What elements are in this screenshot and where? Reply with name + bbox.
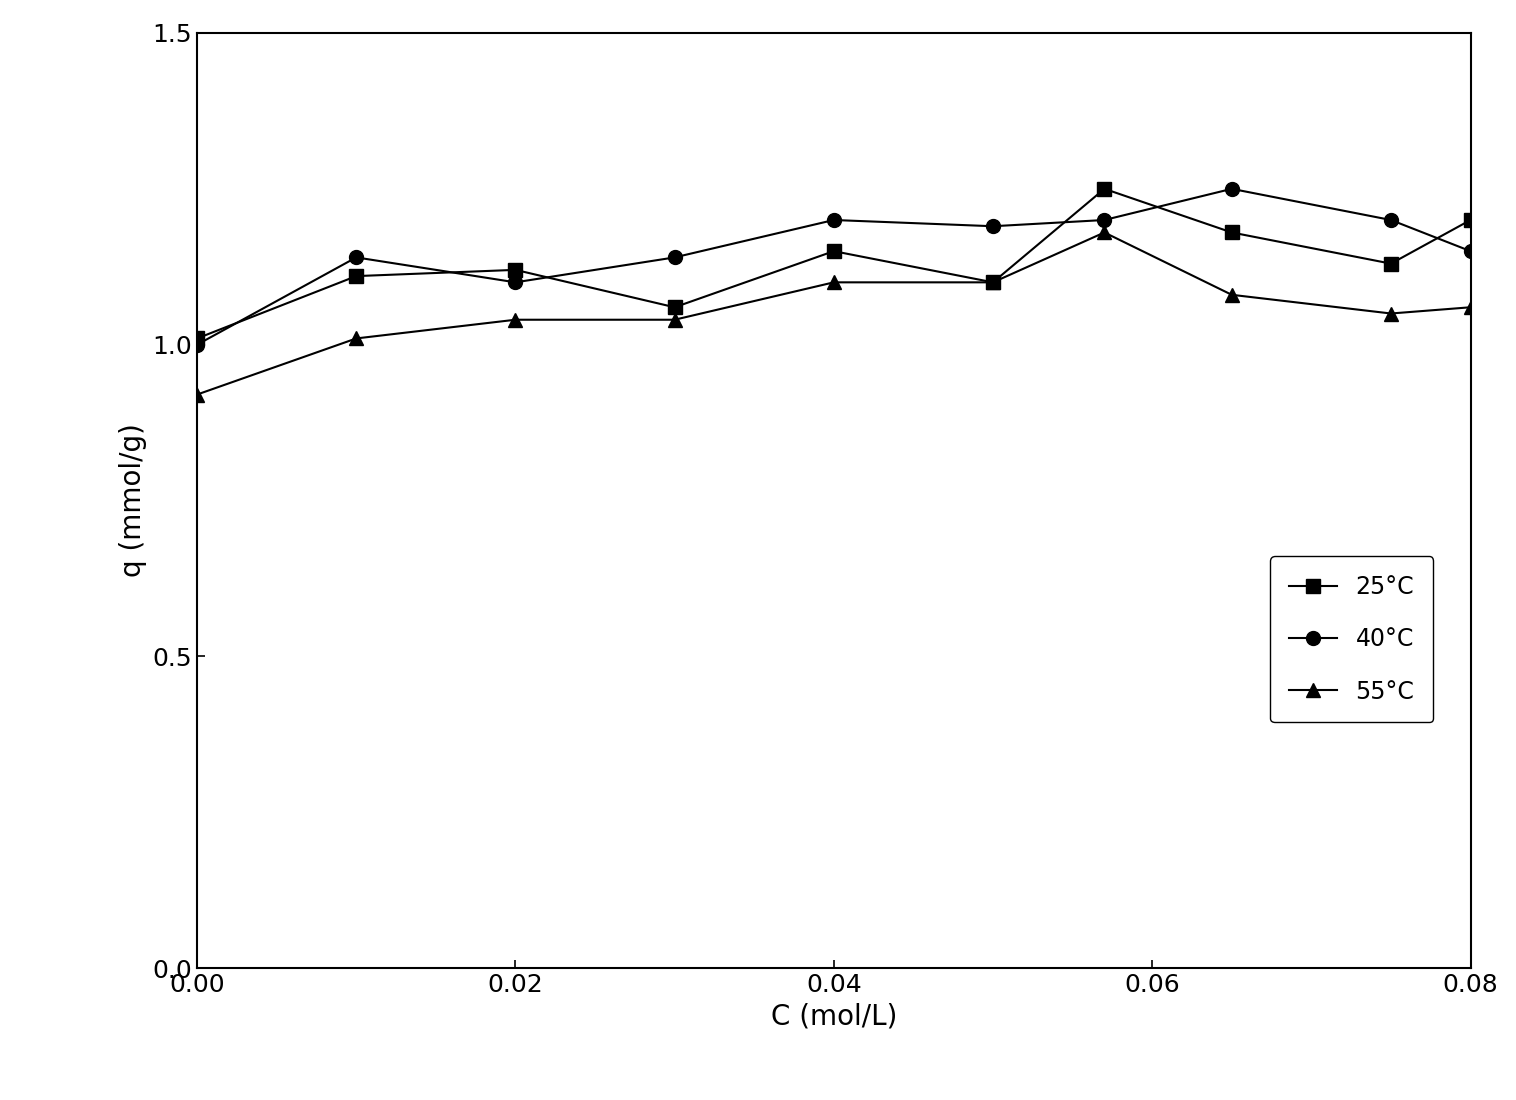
25°C	[347, 270, 365, 283]
25°C	[506, 263, 525, 276]
25°C	[984, 276, 1002, 289]
Line: 25°C: 25°C	[190, 182, 1478, 345]
40°C	[1461, 244, 1480, 257]
55°C	[825, 276, 843, 289]
55°C	[347, 332, 365, 345]
25°C	[1222, 226, 1240, 239]
40°C	[188, 338, 206, 351]
25°C	[1381, 257, 1399, 271]
40°C	[666, 251, 684, 264]
40°C	[1095, 213, 1113, 227]
55°C	[1381, 307, 1399, 320]
Line: 55°C: 55°C	[190, 226, 1478, 402]
55°C	[1461, 300, 1480, 313]
40°C	[1381, 213, 1399, 227]
40°C	[825, 213, 843, 227]
Legend: 25°C, 40°C, 55°C: 25°C, 40°C, 55°C	[1270, 556, 1433, 723]
55°C	[984, 276, 1002, 289]
25°C	[1095, 183, 1113, 196]
25°C	[188, 332, 206, 345]
55°C	[506, 314, 525, 327]
40°C	[506, 276, 525, 289]
55°C	[1222, 288, 1240, 301]
X-axis label: C (mol/L): C (mol/L)	[770, 1002, 897, 1031]
55°C	[188, 388, 206, 401]
55°C	[1095, 226, 1113, 239]
Line: 40°C: 40°C	[190, 182, 1478, 352]
25°C	[825, 244, 843, 257]
40°C	[347, 251, 365, 264]
55°C	[666, 314, 684, 327]
25°C	[666, 300, 684, 313]
40°C	[1222, 183, 1240, 196]
25°C	[1461, 213, 1480, 227]
40°C	[984, 220, 1002, 233]
Y-axis label: q (mmol/g): q (mmol/g)	[118, 424, 147, 578]
